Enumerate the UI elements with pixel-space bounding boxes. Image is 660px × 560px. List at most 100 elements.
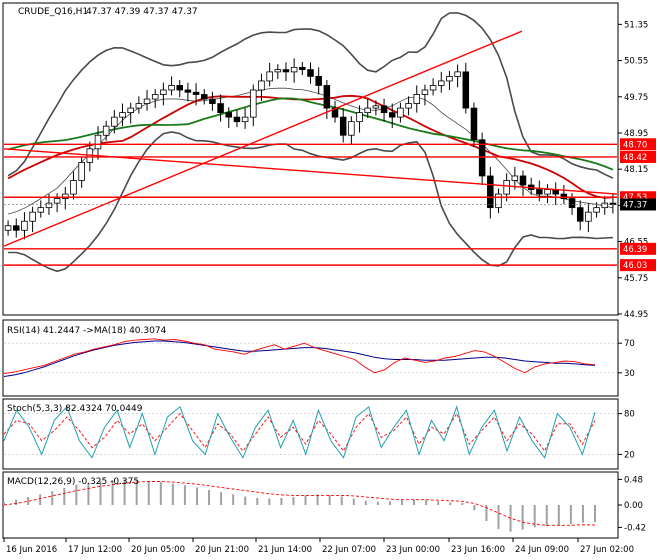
candle-body: [576, 207, 584, 222]
candle-body: [266, 71, 273, 82]
level-price-label: 47.53: [623, 193, 647, 203]
macd-signal-line: [3, 481, 596, 526]
price-tick-label: 51.35: [624, 20, 648, 30]
candle-body: [364, 107, 371, 114]
stoch-plot: [3, 405, 617, 459]
candle-body: [478, 139, 486, 177]
level-price-badge: [620, 242, 656, 255]
time-tick-label: 20 Jun 05:00: [131, 545, 185, 555]
candle-body: [438, 80, 445, 86]
time-tick-label: 20 Jun 21:00: [195, 545, 249, 555]
stoch-tick-label: 80: [624, 410, 635, 420]
candle-body: [53, 198, 61, 204]
price-tick-label: 46.55: [624, 238, 648, 248]
time-tick-label: 23 Jun 16:00: [451, 545, 505, 555]
rsi-tick-label: 70: [624, 339, 635, 349]
candle-body: [348, 121, 355, 136]
bollinger-lower-band: [8, 131, 613, 273]
candle-body: [315, 76, 322, 86]
stoch-axis: 80 20: [618, 410, 635, 460]
candle-body: [462, 71, 470, 109]
macd-plot: [3, 479, 596, 532]
candle-body: [119, 112, 126, 118]
candle-body: [388, 112, 396, 118]
level-price-badge: [620, 259, 656, 272]
candle-body: [127, 107, 134, 114]
candle-body: [495, 193, 502, 209]
current-price-badge: [620, 198, 656, 211]
macd-tick-label: 0.48: [624, 475, 643, 485]
stoch-title: Stoch(5,3,3) 82.4324 70.0449: [7, 404, 143, 414]
candle-body: [511, 175, 519, 181]
level-price-label: 48.70: [623, 140, 647, 150]
level-price-label: 46.39: [623, 245, 647, 255]
candle-body: [217, 103, 224, 114]
candle-body: [397, 107, 404, 118]
candle-body: [29, 211, 36, 222]
rsi-tick-label: 30: [624, 369, 635, 379]
macd-axis: 0.48 0.00 -0.42: [618, 475, 646, 533]
candle-body: [200, 94, 208, 100]
symbol-label: CRUDE_Q16,H1: [18, 7, 88, 17]
candle-body: [413, 94, 421, 104]
time-tick-label: 23 Jun 00:00: [386, 545, 440, 555]
rsi-panel[interactable]: [2, 319, 619, 397]
candle-body: [282, 69, 290, 73]
candle-body: [135, 103, 143, 109]
level-price-badge: [620, 138, 656, 151]
candle-body: [45, 202, 53, 209]
candle-body: [421, 89, 429, 95]
rsi-title: RSI(14) 41.2447 ->MA(18) 40.3074: [7, 326, 167, 336]
candle-body: [519, 175, 527, 186]
rsi-axis: 70 30: [618, 339, 635, 379]
candle-body: [487, 175, 494, 209]
macd-tick-label: -0.42: [624, 523, 646, 533]
macd-tick-label: 0.00: [624, 501, 643, 511]
price-tick-label: 48.15: [624, 165, 648, 175]
macd-panel[interactable]: [2, 471, 619, 539]
candle-body: [290, 66, 298, 73]
bollinger-upper-band: [7, 12, 614, 179]
time-tick-label: 21 Jun 14:00: [258, 545, 312, 555]
candle-body: [568, 198, 576, 209]
candle-body: [372, 105, 380, 109]
candle-body: [601, 202, 609, 209]
candle-body: [143, 98, 151, 104]
time-axis: 16 Jun 2016 17 Jun 12:00 20 Jun 05:00 20 Ju…: [3, 538, 634, 555]
candle-body: [274, 69, 282, 73]
time-tick-label: 24 Jun 09:00: [515, 545, 569, 555]
price-tick-label: 49.75: [624, 93, 648, 103]
time-tick-label: 17 Jun 12:00: [68, 545, 122, 555]
stoch-panel[interactable]: [2, 398, 619, 470]
price-tick-label: 48.95: [624, 129, 648, 139]
price-axis: 51.3550.5549.7548.9548.1547.3546.5545.75…: [618, 20, 656, 320]
candle-body: [307, 69, 314, 77]
rsi-plot: [3, 338, 617, 377]
stoch-tick-label: 20: [624, 450, 635, 460]
price-plot: [3, 12, 618, 273]
candle-body: [299, 66, 306, 71]
candle-body: [233, 116, 241, 123]
candle-body: [111, 116, 118, 127]
candle-body: [585, 211, 592, 222]
candle-body: [258, 80, 265, 91]
time-tick-label: 22 Jun 07:00: [322, 545, 376, 555]
candle-body: [405, 103, 412, 109]
candle-body: [339, 116, 347, 136]
moving-average-red: [7, 94, 613, 199]
candle-body: [429, 85, 437, 91]
price-tick-label: 50.55: [624, 57, 648, 67]
candle-body: [593, 207, 600, 213]
candle-body: [192, 91, 200, 95]
candle-body: [70, 180, 77, 195]
candle-body: [323, 85, 331, 109]
price-panel[interactable]: [2, 2, 619, 316]
level-price-label: 48.42: [623, 153, 647, 163]
candle-body: [536, 189, 543, 195]
candle-body: [544, 189, 551, 195]
macd-title: MACD(12,26,9) -0.325 -0.375: [7, 477, 139, 487]
candle-body: [184, 89, 192, 93]
price-tick-label: 44.95: [624, 310, 648, 320]
stoch-signal-line: [3, 412, 596, 452]
